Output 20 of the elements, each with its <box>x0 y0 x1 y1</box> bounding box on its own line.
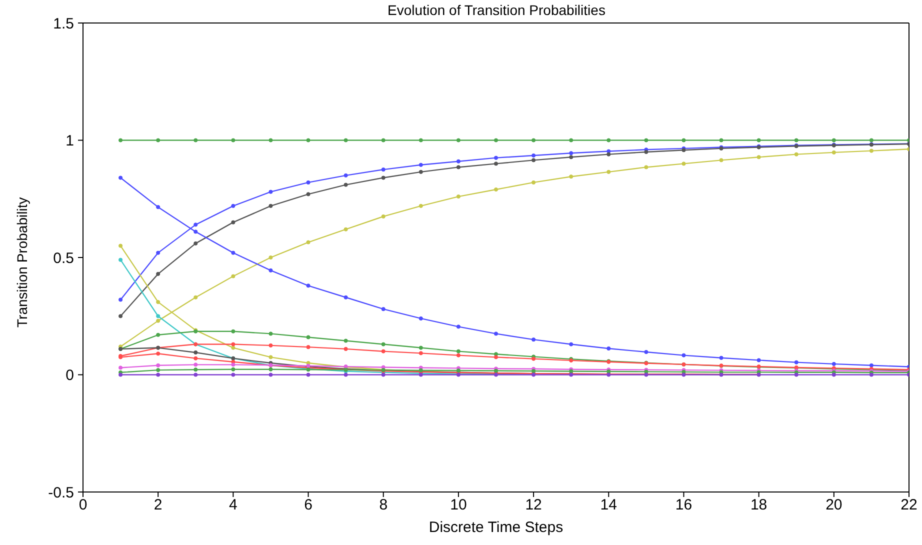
x-tick-label: 22 <box>900 496 918 514</box>
x-tick-label: 12 <box>525 496 542 514</box>
x-tick-label: 6 <box>304 496 312 514</box>
x-tick-label: 20 <box>826 496 842 514</box>
y-axis-title: Transition Probability <box>14 197 30 328</box>
x-axis-title: Discrete Time Steps <box>428 519 564 536</box>
x-tick-label: 16 <box>675 496 692 514</box>
chart-title: Evolution of Transition Probabilities <box>386 2 606 18</box>
x-tick-label: 2 <box>154 496 162 514</box>
x-tick-label: 0 <box>78 496 88 514</box>
y-tick-label: 1 <box>66 132 74 150</box>
x-tick-label: 8 <box>379 496 388 514</box>
y-tick-label: 0 <box>66 367 74 384</box>
y-tick-label: -0.5 <box>48 484 74 502</box>
x-tick-label: 4 <box>229 496 238 514</box>
x-tick-label: 18 <box>750 496 768 514</box>
x-tick-label: 14 <box>600 496 617 514</box>
y-tick-label: 1.5 <box>53 15 74 32</box>
y-tick-label: 0.5 <box>53 250 74 267</box>
x-tick-label: 10 <box>450 496 467 514</box>
